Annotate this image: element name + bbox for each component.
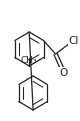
- Text: O: O: [59, 68, 67, 78]
- Text: Cl: Cl: [69, 36, 79, 46]
- Text: CH₃: CH₃: [21, 56, 38, 65]
